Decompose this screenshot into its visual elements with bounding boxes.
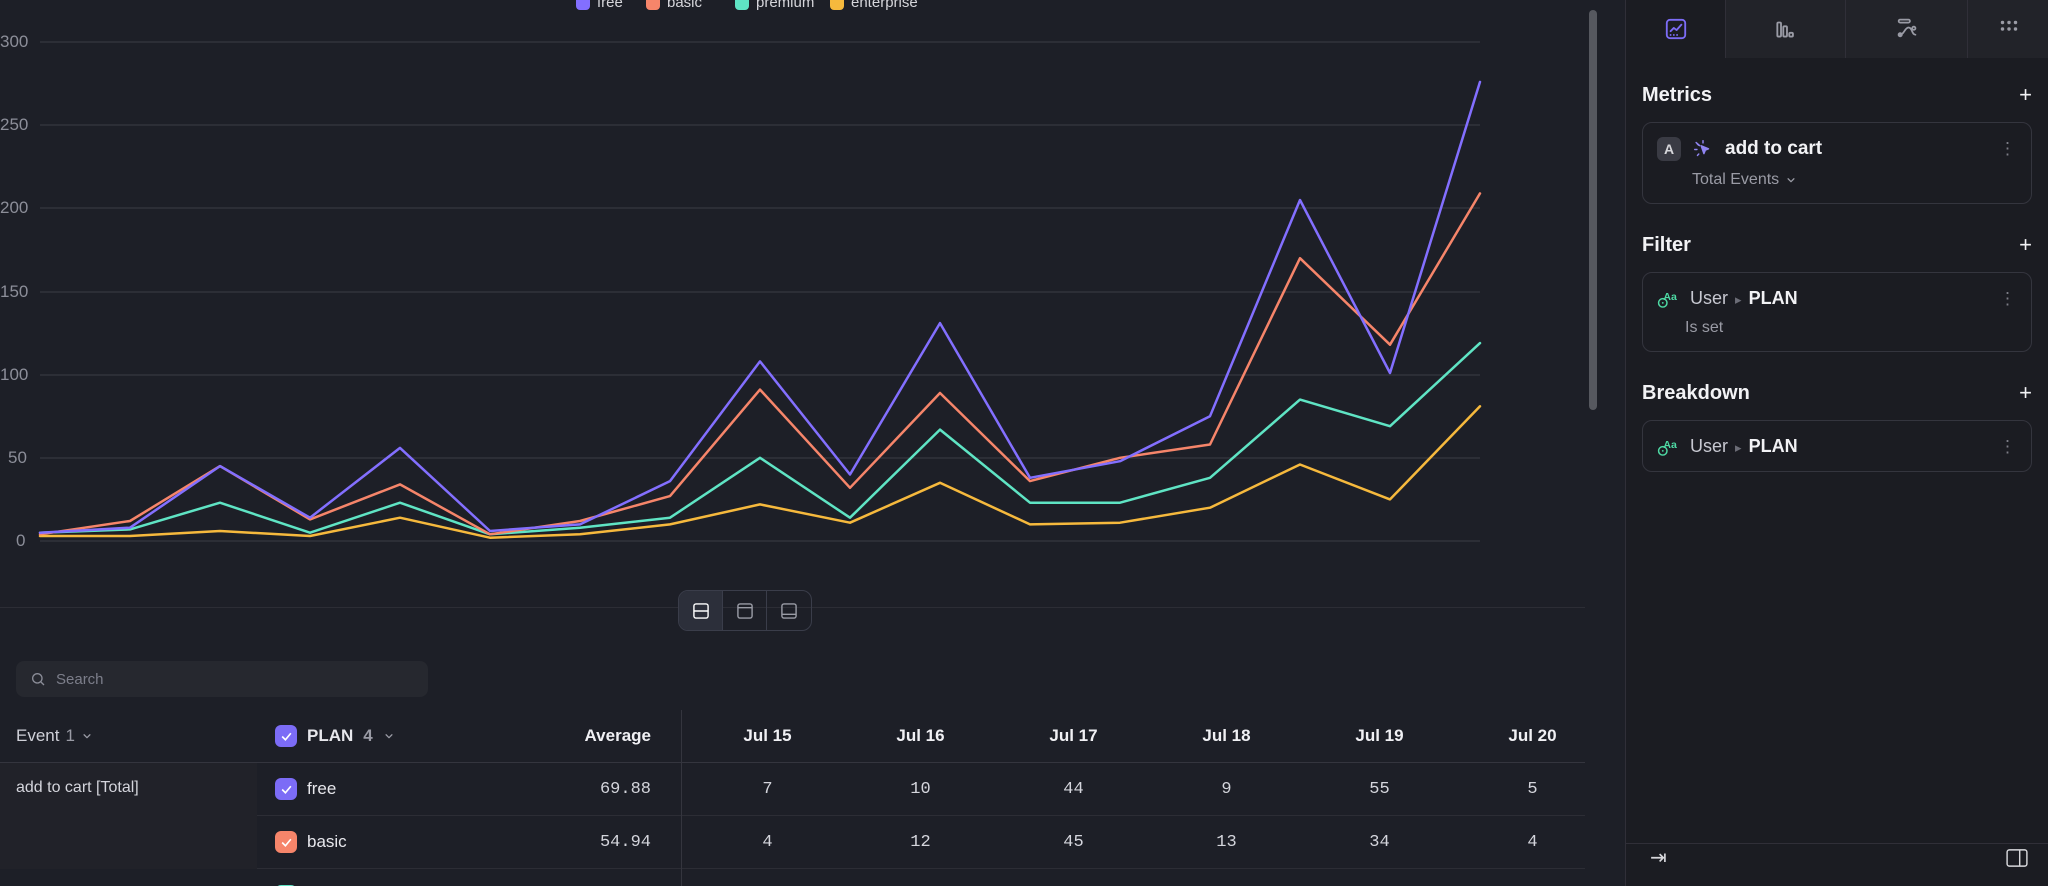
svg-text:250: 250 — [0, 115, 28, 134]
svg-text:200: 200 — [0, 198, 28, 217]
svg-text:100: 100 — [0, 365, 28, 384]
svg-text:Aa: Aa — [1663, 291, 1677, 303]
svg-text:300: 300 — [0, 32, 28, 51]
svg-text:150: 150 — [0, 282, 28, 301]
svg-text:0: 0 — [16, 531, 25, 550]
svg-text:50: 50 — [8, 448, 27, 467]
svg-text:Aa: Aa — [1663, 439, 1677, 451]
